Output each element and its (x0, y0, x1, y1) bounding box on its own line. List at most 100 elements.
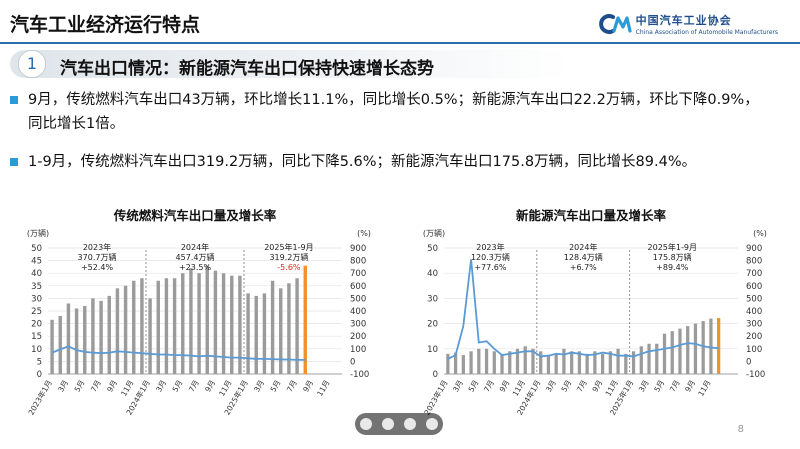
y-tick-label: 30 (427, 294, 438, 304)
y2-tick-label: 500 (746, 294, 762, 304)
y-tick-label: 0 (37, 370, 42, 380)
logo-name-en: China Association of Automobile Manufact… (635, 29, 778, 36)
x-tick-label: 11月 (119, 379, 135, 398)
x-tick-label: 2023年1月 (422, 378, 450, 417)
x-tick-label: 9月 (203, 378, 217, 393)
bar-current-month (717, 318, 721, 374)
y2-tick-label: 400 (746, 307, 762, 317)
chart-nev-svg: 新能源汽车出口量及增长率 (万辆) (%) 0 10 20 30 40 50 -100 0 100 20… (422, 208, 767, 417)
bar (123, 285, 128, 374)
y2-axis-unit-label: (%) (753, 229, 767, 238)
x-tick-label: 9月 (105, 378, 119, 393)
y-tick-label: 45 (31, 257, 42, 267)
y2-tick-label: 800 (746, 257, 762, 267)
bar (631, 351, 636, 374)
x-tick-label: 5月 (467, 378, 481, 393)
bar (197, 273, 201, 374)
image-toolbar[interactable] (355, 413, 443, 435)
x-tick-label: 3月 (451, 378, 465, 393)
growth-rate-line (51, 345, 306, 361)
chart-nev-exports: 新能源汽车出口量及增长率 (万辆) (%) 0 10 20 30 40 50 -100 0 100 20… (408, 206, 778, 430)
chart-ice-svg: 传统燃料汽车出口量及增长率 (万辆) (%) 0 5 10 15 20 25 30 35 40 45 50… (26, 208, 371, 417)
annotation-value: 120.3万辆 (471, 252, 510, 262)
bar (453, 352, 458, 374)
bar (554, 353, 558, 374)
x-tick-label: 9月 (683, 378, 697, 393)
bar (546, 356, 551, 374)
annotation-value: 319.2万辆 (269, 252, 308, 262)
bullet-text: 9月，传统燃料汽车出口43万辆，环比增长11.1%，同比增长0.5%；新能源汽车… (28, 92, 759, 132)
toolbar-dot-icon[interactable] (382, 418, 394, 430)
logo-name-cn: 中国汽车工业协会 (635, 14, 732, 27)
bar (624, 353, 628, 374)
bar (295, 278, 299, 374)
y2-tick-label: 100 (350, 345, 366, 355)
bar (639, 346, 643, 374)
annotation-label: 2023年 (83, 242, 111, 252)
y-axis-unit-label: (万辆) (27, 228, 49, 238)
y-tick-label: 0 (433, 370, 438, 380)
x-tick-label: 5月 (73, 379, 87, 394)
toolbar-dot-icon[interactable] (404, 418, 416, 430)
y2-axis-unit-label: (%) (357, 229, 371, 238)
x-tick-label: 7月 (482, 379, 496, 394)
y2-tick-label: 300 (746, 320, 762, 330)
y-tick-label: 20 (427, 320, 438, 330)
y2-tick-label: 900 (350, 244, 366, 254)
x-tick-label: 3月 (544, 379, 558, 394)
y2-tick-label: -100 (350, 370, 369, 380)
bar (608, 351, 612, 374)
bar (181, 273, 185, 374)
x-tick-label: 3月 (252, 378, 266, 393)
bar (484, 348, 489, 374)
bar (156, 280, 160, 374)
x-tick-label: 5月 (171, 379, 185, 394)
bar (531, 348, 535, 374)
bar (562, 348, 566, 374)
y-tick-label: 10 (427, 345, 438, 355)
bar (616, 348, 620, 374)
y2-tick-label: 900 (746, 244, 762, 254)
x-tick-label: 5月 (559, 379, 573, 394)
bar (577, 351, 582, 374)
y-tick-label: 35 (31, 282, 42, 292)
y2-tick-label: 700 (350, 269, 366, 279)
bar (140, 278, 144, 374)
caam-logo-icon (598, 14, 632, 34)
bar (446, 353, 450, 374)
y-axis-unit-label: (万辆) (423, 228, 445, 238)
bar-current-month (303, 265, 307, 374)
bullet-item: 1-9月，传统燃料汽车出口319.2万辆，同比下降5.6%；新能源汽车出口175… (10, 150, 768, 174)
annotation-value: 175.8万辆 (653, 252, 692, 262)
y2-tick-label: 800 (350, 257, 366, 267)
bar (189, 268, 193, 374)
y2-tick-label: 600 (350, 282, 366, 292)
bullet-text: 1-9月，传统燃料汽车出口319.2万辆，同比下降5.6%；新能源汽车出口175… (28, 154, 697, 170)
bar (148, 298, 152, 374)
chart-title: 传统燃料汽车出口量及增长率 (113, 208, 277, 223)
bar (262, 293, 267, 374)
annotation-growth: +89.4% (656, 263, 689, 272)
bar (246, 293, 250, 374)
bar (58, 316, 62, 374)
y-tick-label: 10 (31, 345, 42, 355)
annotation-growth: +23.5% (179, 263, 212, 272)
bar (83, 305, 87, 374)
toolbar-dot-icon[interactable] (426, 418, 438, 430)
x-tick-label: 3月 (637, 378, 651, 393)
bullet-item: 9月，传统燃料汽车出口43万辆，环比增长11.1%，同比增长0.5%；新能源汽车… (10, 88, 768, 136)
y2-tick-label: 300 (350, 320, 366, 330)
annotation-value: 128.4万辆 (564, 252, 603, 262)
bar (107, 295, 111, 374)
page-title: 汽车工业经济运行特点 (10, 14, 201, 36)
y2-tick-label: 200 (746, 332, 762, 342)
logo: 中国汽车工业协会 China Association of Automobile… (598, 12, 778, 36)
bar (570, 351, 574, 374)
bullet-marker-icon (10, 96, 18, 104)
bar (469, 351, 473, 374)
toolbar-dot-icon[interactable] (360, 418, 372, 430)
chart-title: 新能源汽车出口量及增长率 (516, 208, 667, 223)
x-tick-label: 11月 (696, 378, 712, 397)
bar (515, 348, 520, 374)
bar (99, 300, 103, 374)
